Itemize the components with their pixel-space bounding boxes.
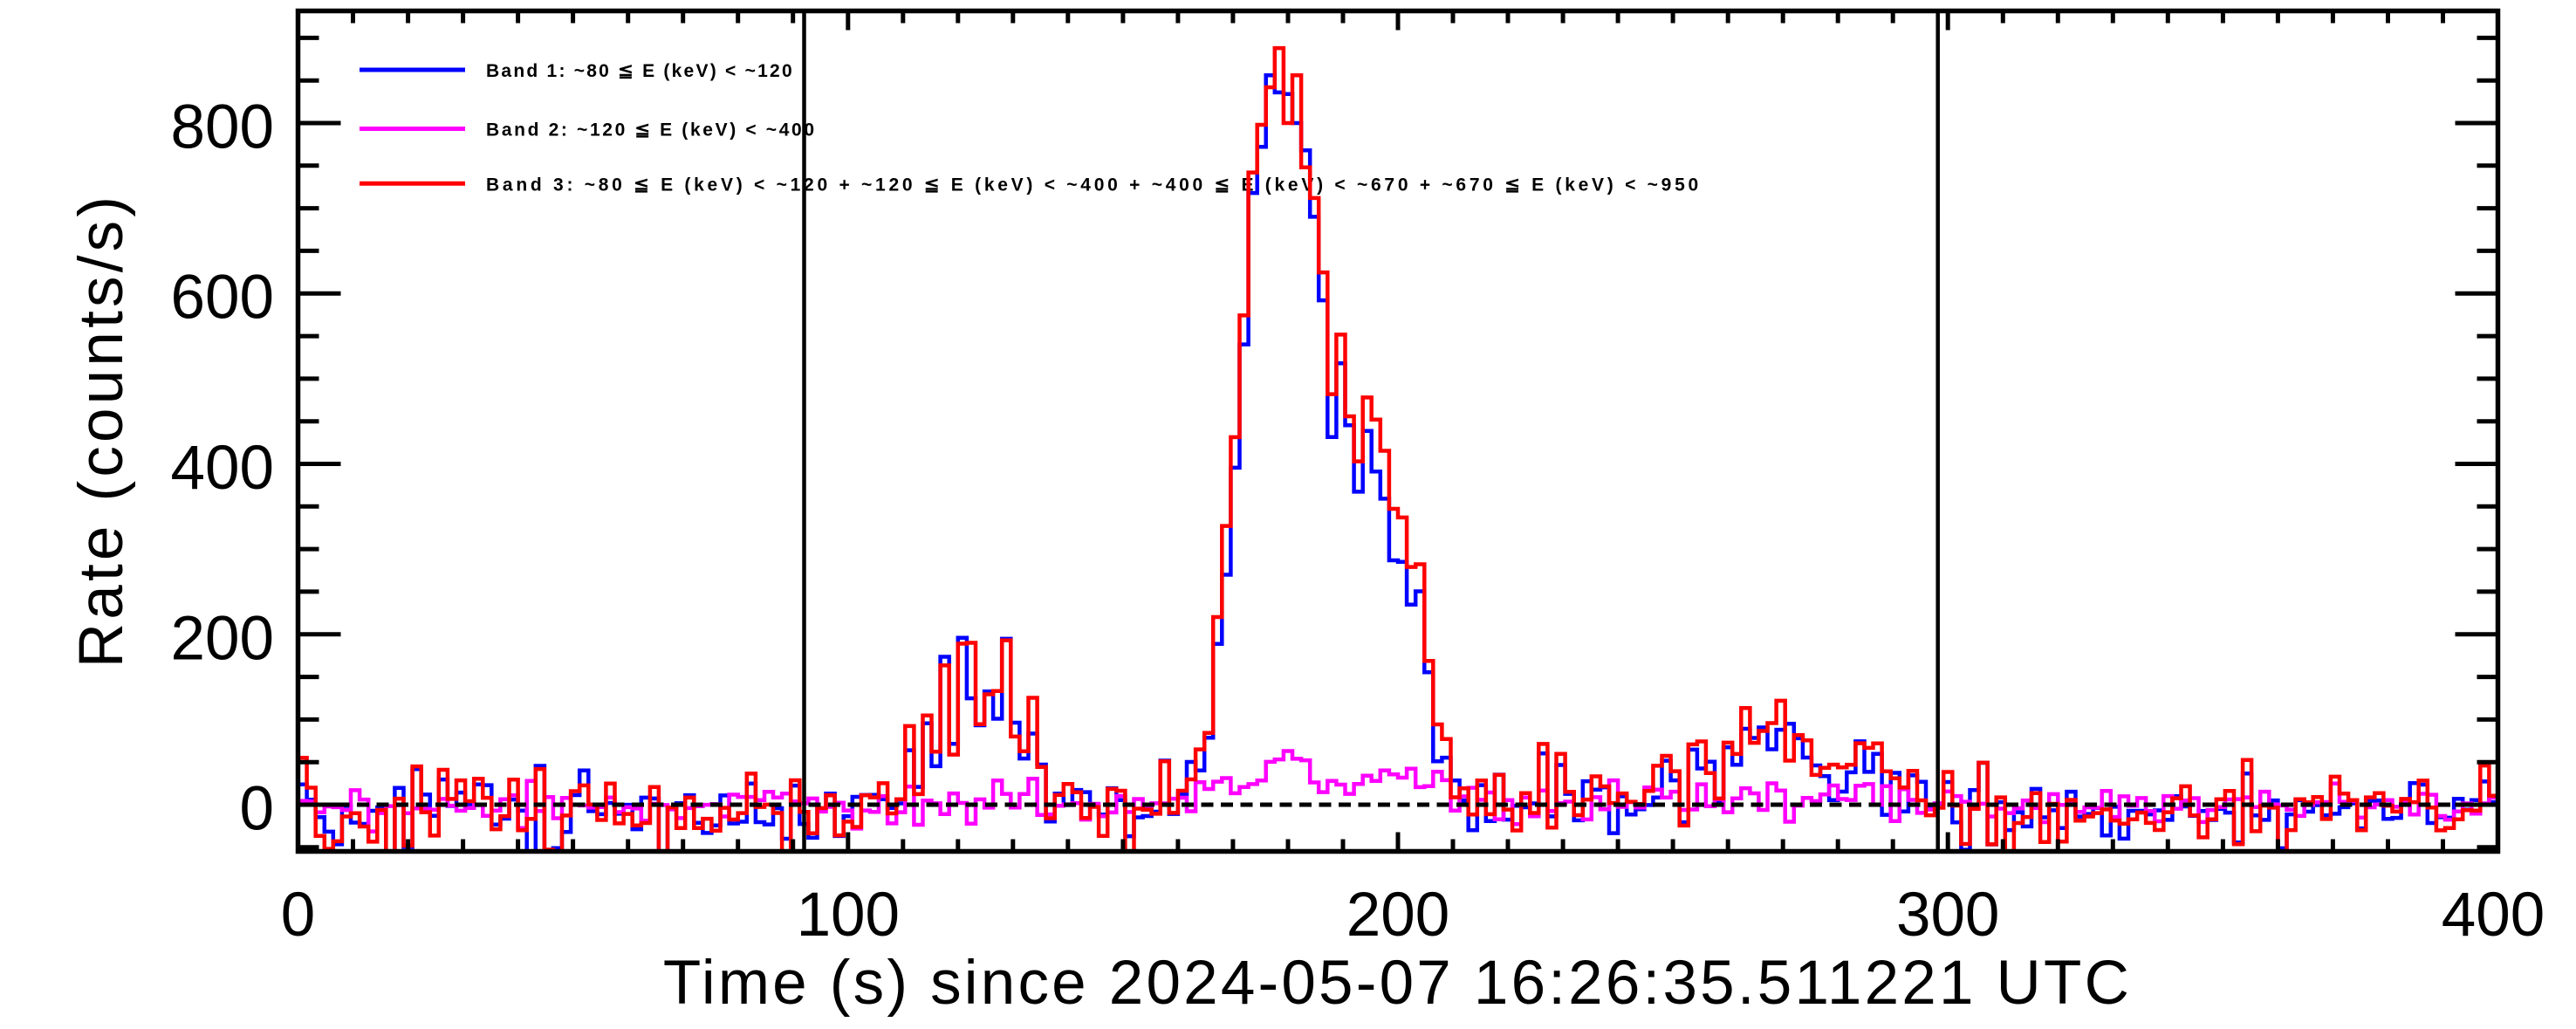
svg-text:100: 100 <box>797 881 900 950</box>
svg-text:Band 2: ~120 ≦ E (keV) < ~400: Band 2: ~120 ≦ E (keV) < ~400 <box>486 120 817 141</box>
svg-text:Time (s) since 2024-05-07 16:2: Time (s) since 2024-05-07 16:26:35.51122… <box>663 949 2132 1018</box>
svg-text:0: 0 <box>240 775 275 844</box>
svg-text:0: 0 <box>281 881 316 950</box>
svg-text:200: 200 <box>1346 881 1449 950</box>
svg-text:200: 200 <box>171 604 274 673</box>
svg-text:600: 600 <box>171 264 274 333</box>
svg-text:Rate (counts/s): Rate (counts/s) <box>67 193 136 668</box>
svg-text:Band 3: ~80 ≦ E (keV) < ~120 +: Band 3: ~80 ≦ E (keV) < ~120 + ~120 ≦ E … <box>486 175 1702 195</box>
svg-text:300: 300 <box>1896 881 1999 950</box>
svg-text:Band 1: ~80 ≦ E (keV) < ~120: Band 1: ~80 ≦ E (keV) < ~120 <box>486 61 794 81</box>
svg-text:400: 400 <box>171 434 274 503</box>
svg-text:800: 800 <box>171 93 274 162</box>
svg-text:400: 400 <box>2442 881 2545 950</box>
